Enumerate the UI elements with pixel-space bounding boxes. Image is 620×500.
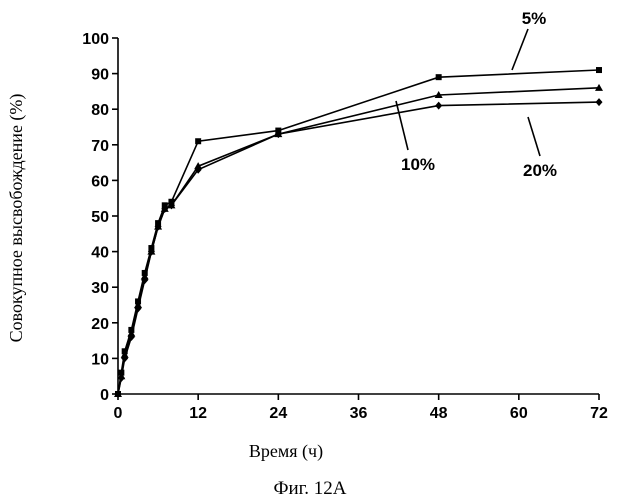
data-point-diamond (435, 102, 442, 110)
data-point-square (195, 138, 201, 144)
x-tick-label: 24 (269, 405, 287, 422)
y-tick-label: 30 (91, 280, 109, 297)
data-point-square (436, 74, 442, 80)
series-label: 5% (522, 9, 547, 28)
y-tick-label: 100 (82, 31, 109, 48)
y-tick-label: 90 (91, 67, 109, 84)
y-tick-label: 20 (91, 316, 109, 333)
data-point-diamond (596, 98, 603, 106)
series-labels: 5% 10% 20% (396, 9, 557, 180)
series-label: 10% (401, 155, 435, 174)
series-line-triangle (118, 88, 599, 394)
series-line-square (118, 70, 599, 394)
x-tick-label: 48 (430, 405, 448, 422)
data-point-square (596, 67, 602, 73)
series-layer (118, 70, 599, 394)
series-label: 20% (523, 161, 557, 180)
y-tick-label: 10 (91, 351, 109, 368)
y-tick-label: 70 (91, 138, 109, 155)
y-tick-label: 80 (91, 102, 109, 119)
y-tick-label: 0 (100, 387, 109, 404)
y-tick-label: 50 (91, 209, 109, 226)
x-tick-label: 0 (114, 405, 123, 422)
chart: 0 10 20 30 40 50 60 70 80 90 100 0 12 24 36 48 60 72 5% 10… (0, 0, 620, 500)
leader-line (396, 101, 408, 150)
markers-layer (114, 67, 603, 398)
x-tick-label: 72 (590, 405, 608, 422)
x-axis-title: Время (ч) (249, 441, 323, 462)
x-tick-label: 36 (350, 405, 368, 422)
leader-line (512, 29, 528, 70)
series-line-diamond (118, 102, 599, 394)
x-tick-label: 12 (189, 405, 207, 422)
axes (112, 38, 599, 400)
y-axis-title: Совокупное высвобождение (%) (6, 94, 27, 343)
figure-caption: Фиг. 12А (273, 478, 346, 499)
x-tick-label: 60 (510, 405, 528, 422)
leader-line (528, 117, 540, 156)
y-tick-label: 60 (91, 173, 109, 190)
y-tick-label: 40 (91, 245, 109, 262)
